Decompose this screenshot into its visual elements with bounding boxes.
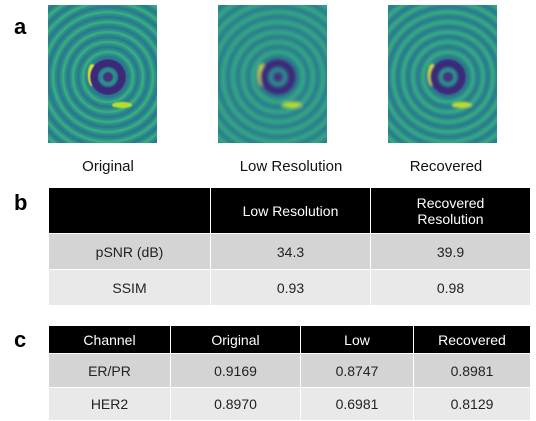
cell: HER2 [49,388,171,421]
panel-label: c [14,327,26,353]
header-cell: Original [171,326,301,354]
caption: Low Resolution [211,158,371,175]
cell: 39.9 [371,234,531,270]
cell: 0.6981 [301,388,414,421]
header-cell [49,188,211,234]
cell: 0.98 [371,270,531,306]
cell: 0.8970 [171,388,301,421]
panel-label: b [14,190,27,216]
header-cell: Low Resolution [211,188,371,234]
cell: pSNR (dB) [49,234,211,270]
cell: 0.93 [211,270,371,306]
cell: 0.8129 [414,388,531,421]
cell: SSIM [49,270,211,306]
core [273,72,283,82]
header-cell: Recovered [414,326,531,354]
header-cell: Channel [49,326,171,354]
bright-arc [112,102,132,108]
header-cell: Low [301,326,414,354]
panel-label: a [14,14,26,40]
core [103,72,113,82]
cell: 0.8747 [301,354,414,388]
caption: Original [28,158,188,175]
bright-arc [452,102,472,108]
image-recovered [388,5,497,143]
core [443,72,453,82]
bright-arc [282,102,302,108]
caption: Recovered [366,158,526,175]
cell: 0.9169 [171,354,301,388]
image-low-resolution [218,5,327,143]
cell: 0.8981 [414,354,531,388]
header-cell: Recovered Resolution [371,188,531,234]
image-original [48,5,157,143]
cell: ER/PR [49,354,171,388]
page: a b c Original Low Resolution Recovered … [0,0,536,420]
cell: 34.3 [211,234,371,270]
